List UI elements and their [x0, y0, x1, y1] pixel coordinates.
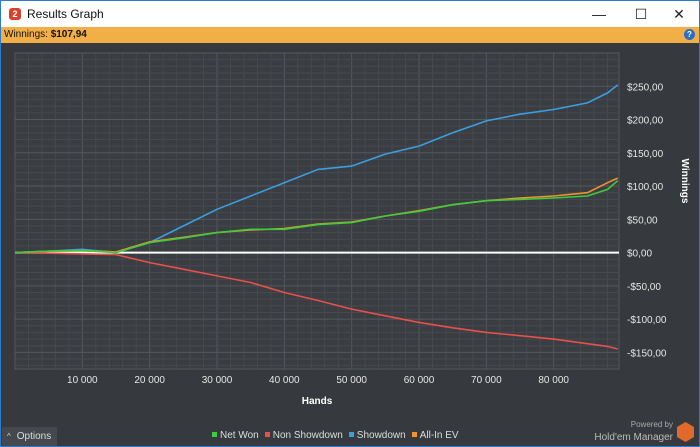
legend-label: Net Won: [220, 430, 259, 441]
x-tick-label: 40 000: [269, 375, 300, 386]
legend-swatch: [212, 432, 217, 437]
legend-item[interactable]: Net Won: [206, 430, 259, 441]
y-tick-label: $150,00: [627, 149, 664, 160]
winnings-label: Winnings:: [4, 29, 48, 40]
winnings-value: $107,94: [50, 29, 87, 40]
x-tick-label: 70 000: [471, 375, 502, 386]
series-line-net-won: [14, 180, 619, 254]
legend-swatch: [348, 432, 354, 437]
winnings-bar: Winnings: $107,94 ?: [1, 27, 699, 43]
legend-label: Showdown: [356, 430, 406, 441]
y-tick-label: $200,00: [627, 116, 664, 127]
x-tick-label: 50 000: [336, 375, 367, 386]
legend-swatch: [264, 432, 270, 437]
y-tick-label: $50,00: [627, 215, 658, 226]
x-tick-label: 10 000: [67, 375, 98, 386]
legend-label: Non Showdown: [272, 430, 343, 441]
plot-area: [14, 52, 620, 370]
legend-label: All-In EV: [419, 430, 459, 441]
y-tick-label: $0,00: [627, 249, 652, 260]
y-tick-label: -$50,00: [627, 282, 661, 293]
x-tick-label: 60 000: [404, 375, 435, 386]
powered-by-text: Powered by: [630, 420, 673, 429]
close-button[interactable]: ✕: [673, 6, 685, 22]
chevron-up-icon: ^: [7, 432, 11, 441]
options-button[interactable]: ^ Options: [2, 427, 57, 446]
help-icon[interactable]: ?: [684, 29, 695, 40]
title-bar: 2 Results Graph — ☐ ✕: [1, 1, 699, 27]
options-label: Options: [16, 431, 52, 442]
results-chart: 10 000 20 000 30 000 40 000 50 000 60 000 70 0…: [14, 52, 690, 407]
hm-logo-icon: [677, 422, 694, 442]
y-tick-label: -$150,00: [627, 348, 667, 359]
maximize-button[interactable]: ☐: [634, 6, 648, 22]
y-tick-label: $250,00: [627, 82, 664, 93]
x-axis-title: Hands: [302, 396, 333, 407]
y-tick-label: -$100,00: [627, 315, 667, 326]
window-title: Results Graph: [27, 7, 104, 21]
legend-item[interactable]: Showdown: [343, 430, 406, 441]
winnings-summary: Winnings: $107,94: [4, 27, 87, 43]
y-axis-title: Winnings: [679, 159, 690, 204]
brand-name: Hold'em Manager: [594, 432, 673, 443]
chart-legend: Net Won Non Showdown Showdown All-In EV: [206, 430, 459, 441]
minimize-button[interactable]: —: [592, 6, 606, 22]
y-tick-label: $100,00: [627, 182, 664, 193]
app-logo-icon: 2: [9, 8, 21, 20]
x-tick-label: 30 000: [202, 375, 233, 386]
x-tick-label: 20 000: [134, 375, 165, 386]
legend-item[interactable]: All-In EV: [406, 430, 459, 441]
series-line-non-showdown: [14, 251, 618, 350]
x-tick-label: 80 000: [538, 375, 569, 386]
legend-item[interactable]: Non Showdown: [259, 430, 343, 441]
legend-swatch: [411, 432, 417, 437]
